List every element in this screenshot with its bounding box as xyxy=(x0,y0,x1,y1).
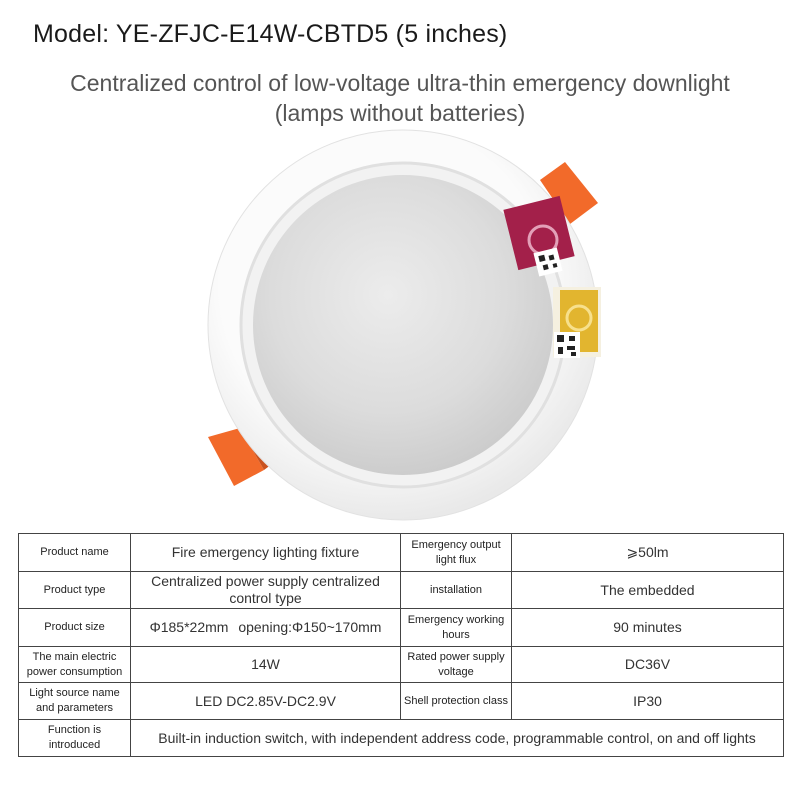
spec-label: Rated power supply voltage xyxy=(400,646,512,683)
table-row: The main electric power consumption 14W … xyxy=(18,646,784,683)
spec-label: Light source name and parameters xyxy=(18,682,131,720)
spec-label: Function is introduced xyxy=(18,719,131,757)
spec-label: Emergency working hours xyxy=(400,608,512,647)
product-size-value: Φ185*22mm xyxy=(149,619,229,635)
spec-value: 14W xyxy=(130,646,401,683)
spec-label: Shell protection class xyxy=(400,682,512,720)
table-row: Product size Φ185*22mm opening:Φ150~170m… xyxy=(18,608,784,647)
spec-value: DC36V xyxy=(511,646,784,683)
subtitle-line-2: (lamps without batteries) xyxy=(274,100,526,126)
spec-label: The main electric power consumption xyxy=(18,646,131,683)
spec-value: Centralized power supply centralized con… xyxy=(130,571,401,609)
spec-label: Product name xyxy=(18,533,131,572)
spec-value: LED DC2.85V-DC2.9V xyxy=(130,682,401,720)
spec-value: 90 minutes xyxy=(511,608,784,647)
spec-value: The embedded xyxy=(511,571,784,609)
spec-value: Built-in induction switch, with independ… xyxy=(130,719,784,757)
subtitle-line-1: Centralized control of low-voltage ultra… xyxy=(70,70,730,96)
spec-label: Emergency output light flux xyxy=(400,533,512,572)
table-row: Light source name and parameters LED DC2… xyxy=(18,682,784,720)
product-subtitle: Centralized control of low-voltage ultra… xyxy=(0,68,800,128)
certification-sticker-red xyxy=(503,195,575,277)
spec-value: Fire emergency lighting fixture xyxy=(130,533,401,572)
table-row: Function is introduced Built-in inductio… xyxy=(18,719,784,757)
downlight-lens xyxy=(253,175,553,475)
spec-label: Product type xyxy=(18,571,131,609)
table-row: Product type Centralized power supply ce… xyxy=(18,571,784,609)
spec-value: Φ185*22mm opening:Φ150~170mm xyxy=(130,608,401,647)
table-row: Product name Fire emergency lighting fix… xyxy=(18,533,784,572)
product-size-opening: opening:Φ150~170mm xyxy=(238,619,382,635)
certification-sticker-yellow xyxy=(553,287,601,358)
spec-value: ⩾50lm xyxy=(511,533,784,572)
spec-label: Product size xyxy=(18,608,131,647)
spec-value: IP30 xyxy=(511,682,784,720)
spec-table: Product name Fire emergency lighting fix… xyxy=(18,533,784,757)
spec-label: installation xyxy=(400,571,512,609)
product-image xyxy=(207,129,601,521)
model-title: Model: YE-ZFJC-E14W-CBTD5 (5 inches) xyxy=(33,20,508,48)
